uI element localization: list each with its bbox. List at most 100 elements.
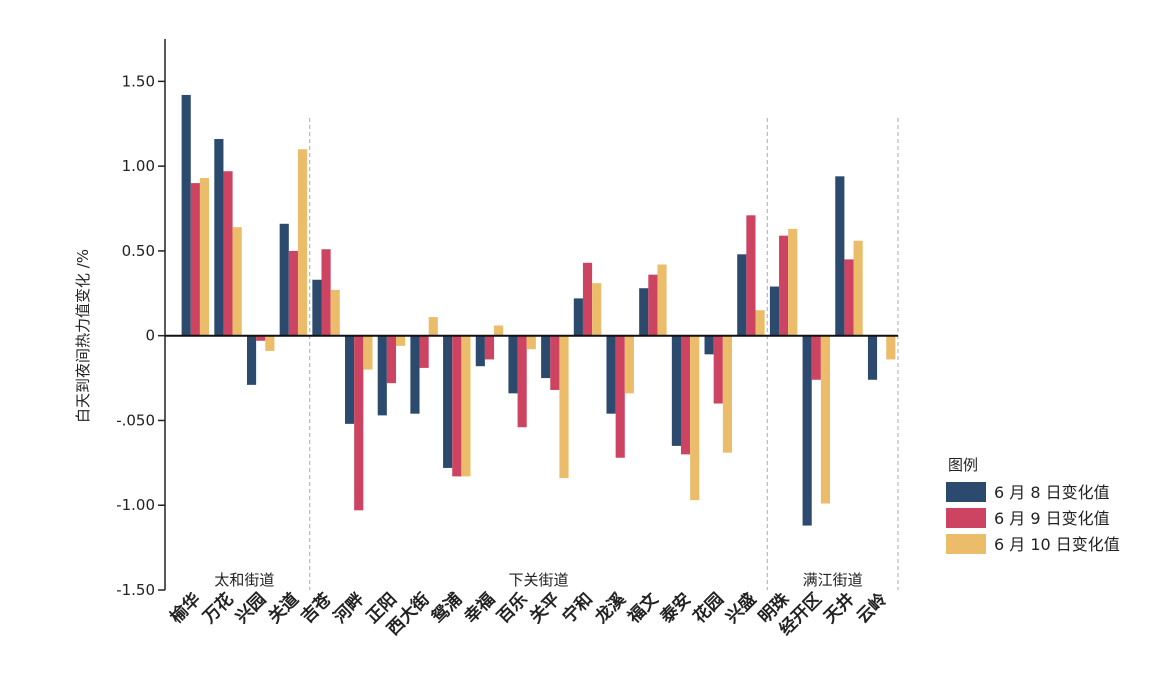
bar [802, 335, 812, 526]
bar [680, 335, 691, 455]
bar [214, 139, 224, 336]
x-tick-label: 河畔 [329, 589, 368, 628]
bar [526, 335, 536, 350]
x-tick-label: 兴盛 [722, 589, 761, 628]
x-tick-label: 龙溪 [590, 588, 630, 628]
legend-title: 图例 [948, 456, 978, 474]
legend-swatch [946, 534, 986, 554]
x-tick-label: 花园 [689, 589, 728, 628]
bar [811, 335, 821, 380]
bar [484, 335, 495, 360]
group-label: 下关街道 [508, 571, 568, 589]
x-tick-label: 百乐 [494, 589, 532, 627]
x-tick-label: 泰安 [656, 589, 695, 628]
bar [648, 274, 658, 336]
x-tick-label: 宁和 [558, 589, 597, 628]
bar [713, 335, 723, 404]
bar [844, 259, 854, 336]
x-tick-label: 兴园 [232, 589, 270, 627]
y-tick-label: -1.00 [116, 496, 155, 514]
bar [722, 335, 732, 453]
group-label: 太和街道 [214, 571, 274, 589]
x-tick-label: 吉苍 [297, 588, 337, 628]
legend-label: 6 月 9 日变化值 [994, 509, 1110, 528]
y-tick-label: 1.00 [122, 157, 155, 175]
bar [461, 335, 471, 477]
bar [190, 183, 200, 336]
bar [835, 176, 845, 336]
bar [867, 335, 878, 380]
bar [419, 335, 429, 368]
bar [443, 335, 453, 468]
bar [377, 335, 387, 416]
bar [788, 228, 798, 336]
bar [386, 335, 397, 384]
bar [615, 335, 625, 458]
bar [181, 94, 191, 336]
bar [321, 249, 331, 336]
bar [517, 335, 527, 428]
bar [582, 262, 593, 336]
bar [657, 264, 667, 336]
bar [363, 335, 373, 370]
bar [354, 335, 364, 511]
legend-label: 6 月 8 日变化值 [994, 483, 1110, 502]
bar [639, 288, 649, 336]
bar [746, 215, 756, 336]
bar [853, 240, 863, 336]
y-tick-label: 0.50 [122, 242, 155, 260]
legend-swatch [946, 482, 986, 502]
bar [573, 298, 583, 336]
x-tick-label: 福文 [623, 588, 663, 628]
bar [704, 335, 714, 355]
bar [624, 335, 634, 394]
bar [606, 335, 616, 414]
bar [345, 335, 355, 424]
x-tick-label: 云岭 [852, 589, 891, 628]
x-tick-label: 幸福 [460, 589, 499, 628]
bar [256, 335, 266, 341]
x-tick-label: 榆华 [166, 589, 205, 628]
bar [475, 335, 485, 367]
bar [452, 335, 462, 477]
legend-swatch [946, 508, 986, 528]
bar [288, 250, 298, 336]
bar [494, 325, 504, 336]
bar [755, 310, 765, 336]
bar [410, 335, 420, 414]
bar [886, 335, 896, 360]
bar [592, 283, 602, 336]
legend-label: 6 月 10 日变化值 [994, 535, 1120, 554]
bar [297, 149, 308, 336]
x-tick-label: 鸳浦 [427, 589, 466, 628]
y-axis-title: 白天到夜间热力值变化 /% [74, 249, 92, 423]
bar [312, 279, 322, 336]
bar [279, 223, 289, 336]
bar [396, 335, 406, 346]
bar [428, 317, 438, 336]
x-tick-label: 关道 [264, 589, 303, 628]
bar [550, 335, 560, 390]
bar [199, 178, 210, 336]
y-tick-label: -1.50 [116, 581, 155, 599]
bar [690, 335, 700, 501]
bar [820, 335, 831, 504]
bar [779, 235, 789, 336]
y-tick-label: 0 [145, 327, 155, 345]
x-tick-label: 万花 [198, 589, 238, 629]
x-tick-label: 天井 [820, 589, 859, 628]
bar [223, 171, 233, 336]
x-tick-label: 关平 [525, 589, 564, 628]
bar [737, 254, 747, 336]
bar [769, 286, 780, 336]
bar [246, 335, 257, 385]
bar [330, 289, 340, 336]
y-tick-label: 1.50 [122, 72, 155, 90]
group-label: 满江街道 [803, 571, 863, 589]
bar [541, 335, 551, 379]
bar [671, 335, 681, 446]
bar [265, 335, 275, 351]
y-tick-label: -.050 [116, 411, 155, 429]
bar [232, 227, 242, 336]
